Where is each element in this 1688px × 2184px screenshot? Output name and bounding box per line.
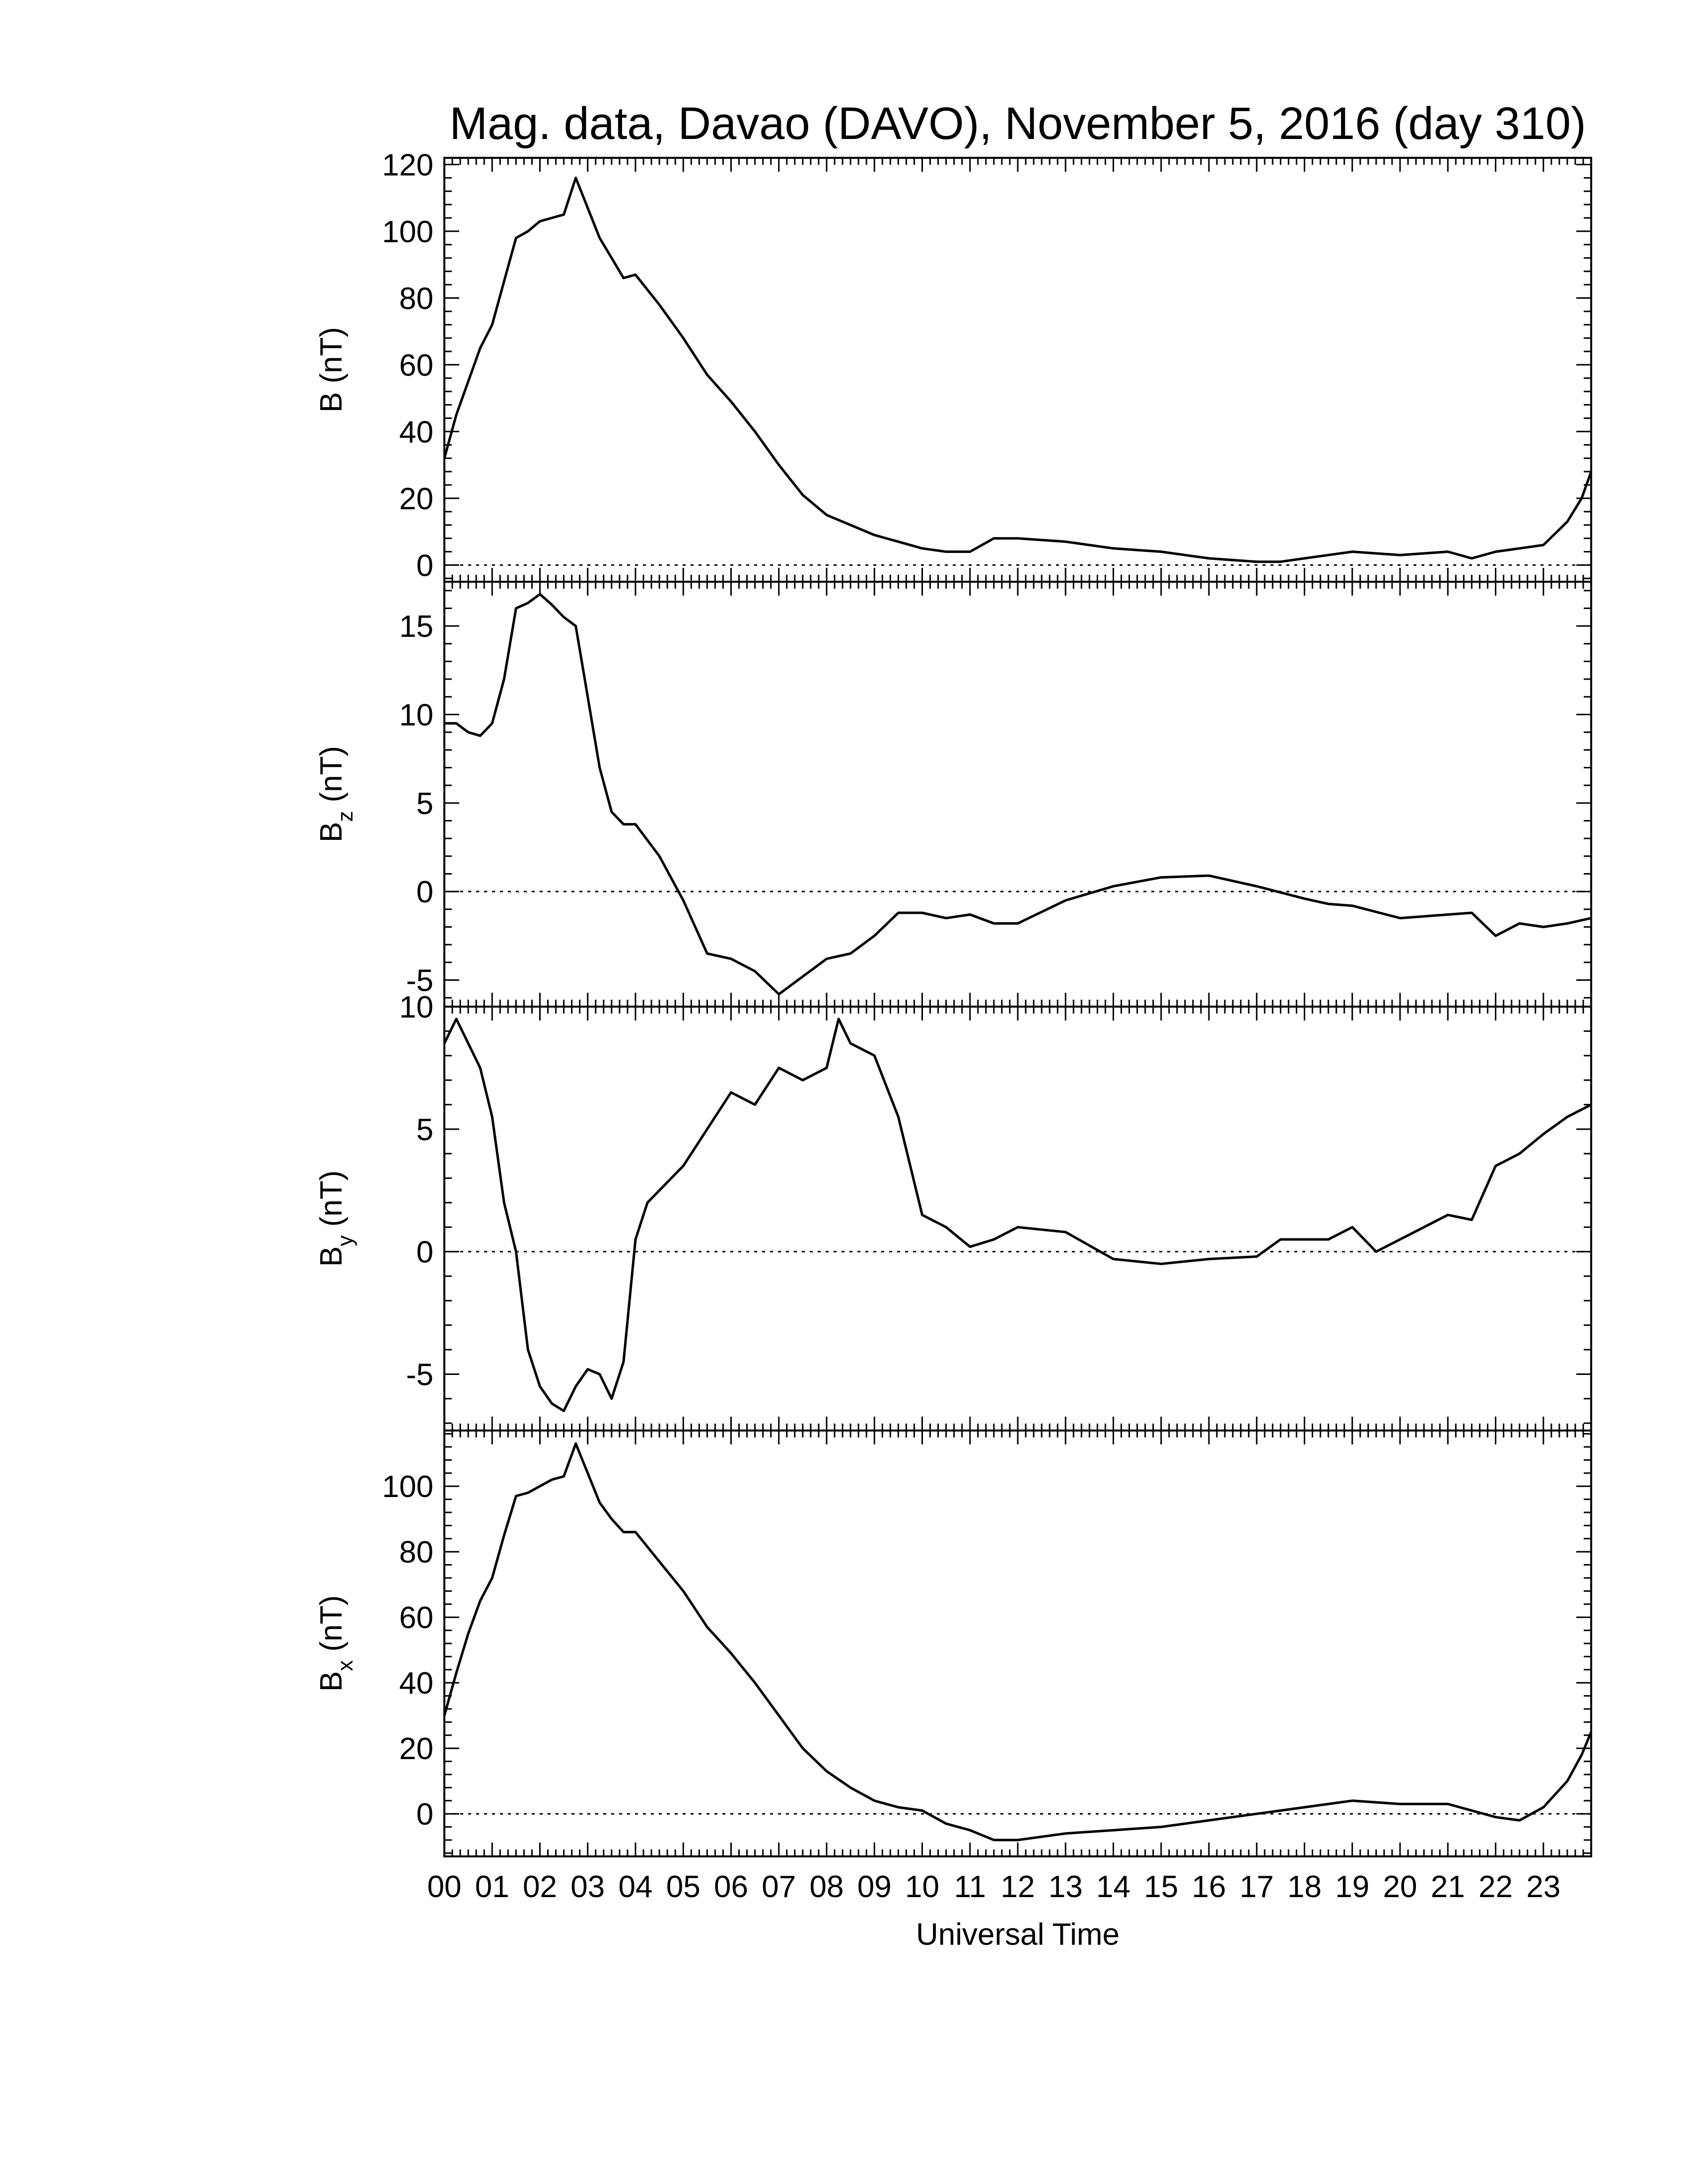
x-axis-title: Universal Time — [916, 1917, 1120, 1952]
chart-title: Mag. data, Davao (DAVO), November 5, 201… — [449, 98, 1586, 149]
x-tick-label: 12 — [1001, 1870, 1035, 1904]
y-tick-label: 10 — [399, 698, 433, 733]
y-axis-label-unit: (nT) — [314, 1170, 349, 1235]
y-tick-label: 40 — [399, 415, 433, 449]
y-tick-label: 0 — [417, 1235, 433, 1270]
x-tick-label: 15 — [1144, 1870, 1178, 1904]
y-axis-label-main: B — [314, 1671, 349, 1692]
x-tick-label: 21 — [1431, 1870, 1465, 1904]
series-line-by — [443, 1018, 1592, 1412]
y-tick-label: 0 — [417, 875, 433, 909]
series-line-b — [443, 176, 1593, 563]
x-tick-label: 07 — [762, 1870, 796, 1904]
y-tick-label: 20 — [399, 1732, 433, 1766]
x-tick-label: 20 — [1383, 1870, 1417, 1904]
y-tick-label: 80 — [399, 1535, 433, 1570]
y-axis-label-unit: (nT) — [314, 327, 349, 392]
x-tick-label: 02 — [523, 1870, 557, 1904]
panel-frame — [443, 581, 1592, 1008]
x-tick-label: 01 — [475, 1870, 509, 1904]
y-tick-label: 100 — [382, 215, 433, 249]
x-tick-label: 05 — [666, 1870, 701, 1904]
x-tick-label: 08 — [810, 1870, 844, 1904]
x-tick-label: 13 — [1049, 1870, 1083, 1904]
y-tick-label: 15 — [399, 610, 433, 644]
y-axis-label-main: B — [314, 822, 349, 842]
y-axis-label-bx: Bx (nT) — [314, 1595, 357, 1692]
x-tick-label: 14 — [1096, 1870, 1130, 1904]
y-tick-label: -5 — [406, 1358, 433, 1392]
y-axis-label-subscript: x — [333, 1660, 357, 1671]
y-tick-label: 40 — [399, 1666, 433, 1701]
y-axis-label-main: B — [314, 1246, 349, 1267]
y-axis-label-subscript: z — [333, 811, 357, 822]
panel-bz: -5 0 5 10 15 Bz (nT) — [314, 581, 1592, 1008]
x-tick-label: 10 — [905, 1870, 939, 1904]
panel-by: -5 0 5 10 By (nT) — [314, 990, 1592, 1432]
series-line-bz — [444, 593, 1592, 996]
x-tick-label: 11 — [954, 1870, 986, 1904]
panel-bx: 0 20 40 60 80 100 Bx (nT) — [314, 1430, 1593, 1857]
x-tick-label: 18 — [1287, 1870, 1322, 1904]
y-tick-label: 60 — [399, 348, 433, 383]
y-tick-label: 120 — [382, 148, 433, 182]
y-tick-label: 10 — [399, 990, 433, 1024]
x-tick-label: 19 — [1335, 1870, 1369, 1904]
x-axis: 00 01 02 03 04 05 06 07 08 09 10 11 12 13 14 15 16 17 18 19… — [427, 1870, 1561, 1904]
y-tick-label: 5 — [417, 787, 433, 821]
y-axis-label-subscript: y — [333, 1235, 357, 1246]
panel-frame — [443, 1430, 1592, 1857]
y-axis-label-unit: (nT) — [314, 746, 349, 811]
panel-frame — [443, 1006, 1592, 1432]
y-tick-label: 5 — [417, 1113, 433, 1147]
panel-frame — [443, 157, 1592, 583]
y-axis-label-bz: Bz (nT) — [314, 746, 357, 842]
y-tick-label: 80 — [399, 281, 433, 316]
y-tick-label: 60 — [399, 1601, 433, 1635]
y-axis-label-by: By (nT) — [314, 1170, 357, 1267]
y-tick-label: -5 — [406, 964, 433, 998]
y-tick-label: 0 — [417, 1797, 433, 1832]
y-tick-label: 20 — [399, 482, 433, 516]
x-tick-label: 17 — [1240, 1870, 1274, 1904]
x-tick-label: 06 — [714, 1870, 748, 1904]
x-tick-label: 00 — [427, 1870, 462, 1904]
x-tick-label: 22 — [1478, 1870, 1513, 1904]
y-axis-label-unit: (nT) — [314, 1595, 349, 1660]
series-line-bx — [443, 1442, 1593, 1842]
y-tick-label: 0 — [417, 548, 433, 583]
x-tick-label: 03 — [570, 1870, 605, 1904]
y-axis-label-b: B (nT) — [314, 327, 349, 412]
x-tick-label: 09 — [857, 1870, 892, 1904]
y-tick-label: 100 — [382, 1470, 433, 1504]
panel-b: 0 20 40 60 80 100 120 B (nT) — [314, 148, 1593, 583]
y-axis-label-main: B — [314, 392, 349, 412]
x-tick-label: 04 — [619, 1870, 653, 1904]
x-tick-label: 16 — [1192, 1870, 1226, 1904]
x-tick-label: 23 — [1526, 1870, 1560, 1904]
